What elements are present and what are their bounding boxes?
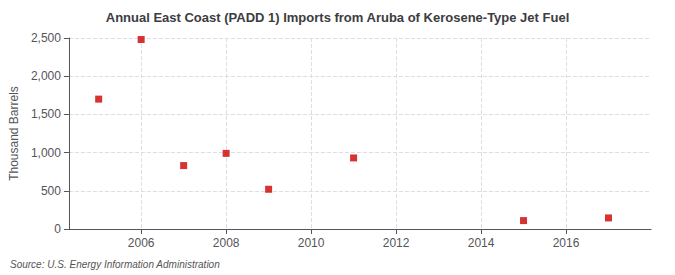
svg-text:500: 500 — [41, 184, 61, 198]
svg-text:2,000: 2,000 — [31, 69, 61, 83]
svg-text:2010: 2010 — [298, 236, 325, 250]
svg-text:2012: 2012 — [383, 236, 410, 250]
svg-text:2,500: 2,500 — [31, 31, 61, 45]
svg-text:Thousand Barrels: Thousand Barrels — [7, 86, 21, 181]
svg-text:0: 0 — [54, 222, 61, 236]
svg-text:Annual East Coast (PADD 1) Imp: Annual East Coast (PADD 1) Imports from … — [106, 10, 570, 25]
svg-text:2006: 2006 — [128, 236, 155, 250]
svg-text:1,000: 1,000 — [31, 146, 61, 160]
svg-text:2008: 2008 — [213, 236, 240, 250]
svg-text:Source: U.S. Energy Informatio: Source: U.S. Energy Information Administ… — [10, 259, 220, 270]
svg-text:1,500: 1,500 — [31, 107, 61, 121]
svg-text:2014: 2014 — [468, 236, 495, 250]
svg-text:2016: 2016 — [553, 236, 580, 250]
